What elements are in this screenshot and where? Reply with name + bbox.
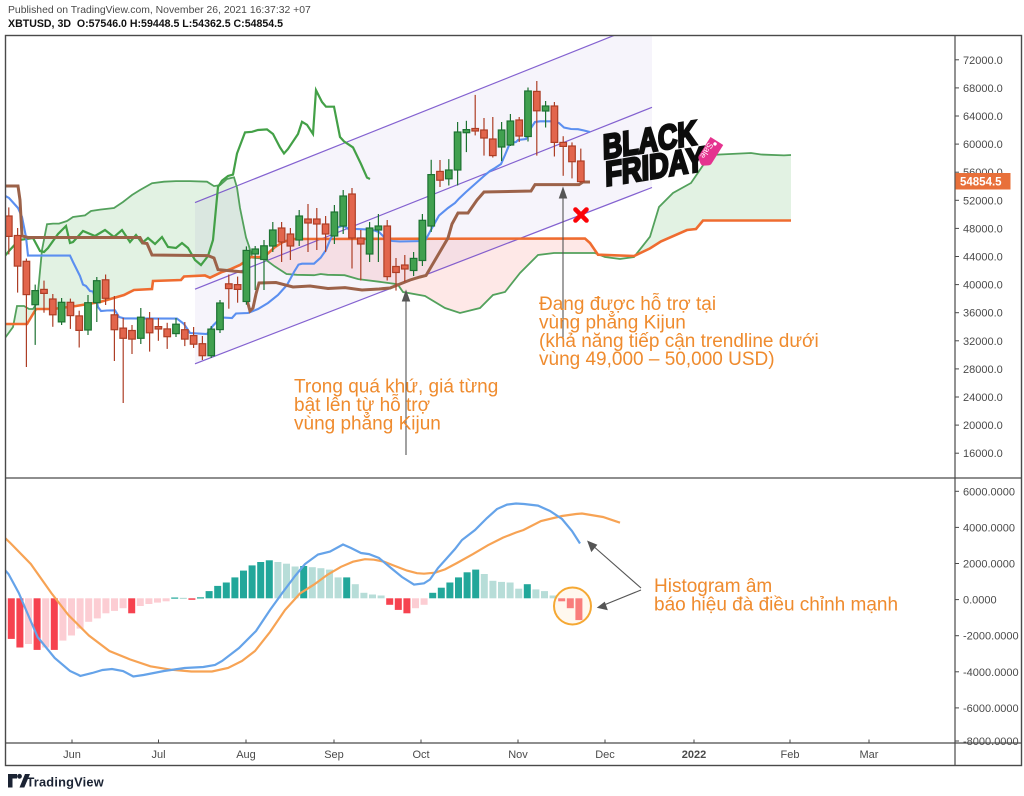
svg-text:-6000.0000: -6000.0000 <box>963 703 1019 715</box>
svg-text:Jul: Jul <box>151 749 165 761</box>
svg-text:TradingView: TradingView <box>27 775 104 790</box>
svg-text:vùng phẳng Kijun: vùng phẳng Kijun <box>539 311 686 333</box>
svg-text:72000.0: 72000.0 <box>963 55 1003 67</box>
svg-text:Mar: Mar <box>860 749 879 761</box>
svg-text:Đang được hỗ trợ tại: Đang được hỗ trợ tại <box>539 293 716 315</box>
svg-text:Feb: Feb <box>781 749 800 761</box>
svg-text:2000.0000: 2000.0000 <box>963 559 1015 571</box>
svg-text:16000.0: 16000.0 <box>963 448 1003 460</box>
svg-text:68000.0: 68000.0 <box>963 83 1003 95</box>
svg-text:-8000.0000: -8000.0000 <box>963 736 1019 748</box>
svg-text:vùng 49,000 – 50,000 USD): vùng 49,000 – 50,000 USD) <box>539 349 775 370</box>
svg-text:54854.5: 54854.5 <box>960 177 1002 189</box>
svg-text:40000.0: 40000.0 <box>963 280 1003 292</box>
svg-text:Oct: Oct <box>412 749 429 761</box>
svg-text:Nov: Nov <box>508 749 528 761</box>
svg-text:vùng phẳng Kijun: vùng phẳng Kijun <box>294 412 441 434</box>
svg-text:20000.0: 20000.0 <box>963 420 1003 432</box>
svg-text:64000.0: 64000.0 <box>963 111 1003 123</box>
svg-text:0.0000: 0.0000 <box>963 595 997 607</box>
svg-text:(khả năng tiếp cận trendline d: (khả năng tiếp cận trendline dưới <box>539 331 819 352</box>
svg-text:-4000.0000: -4000.0000 <box>963 667 1019 679</box>
svg-text:Jun: Jun <box>63 749 81 761</box>
svg-text:Histogram âm: Histogram âm <box>654 576 772 597</box>
svg-text:48000.0: 48000.0 <box>963 223 1003 235</box>
svg-text:24000.0: 24000.0 <box>963 392 1003 404</box>
svg-text:44000.0: 44000.0 <box>963 252 1003 264</box>
svg-text:Dec: Dec <box>595 749 615 761</box>
svg-text:52000.0: 52000.0 <box>963 195 1003 207</box>
svg-text:Aug: Aug <box>236 749 256 761</box>
svg-text:2022: 2022 <box>682 749 706 761</box>
svg-text:bật lên từ hỗ trợ: bật lên từ hỗ trợ <box>294 394 430 416</box>
svg-text:32000.0: 32000.0 <box>963 336 1003 348</box>
svg-text:28000.0: 28000.0 <box>963 364 1003 376</box>
svg-text:4000.0000: 4000.0000 <box>963 522 1015 534</box>
svg-text:báo hiệu đà điều chỉnh mạnh: báo hiệu đà điều chỉnh mạnh <box>654 594 898 615</box>
svg-text:-2000.0000: -2000.0000 <box>963 631 1019 643</box>
svg-text:Trong quá khứ, giá từng: Trong quá khứ, giá từng <box>294 377 498 398</box>
svg-text:Sep: Sep <box>324 749 344 761</box>
svg-text:6000.0000: 6000.0000 <box>963 486 1015 498</box>
svg-text:36000.0: 36000.0 <box>963 308 1003 320</box>
svg-text:60000.0: 60000.0 <box>963 139 1003 151</box>
